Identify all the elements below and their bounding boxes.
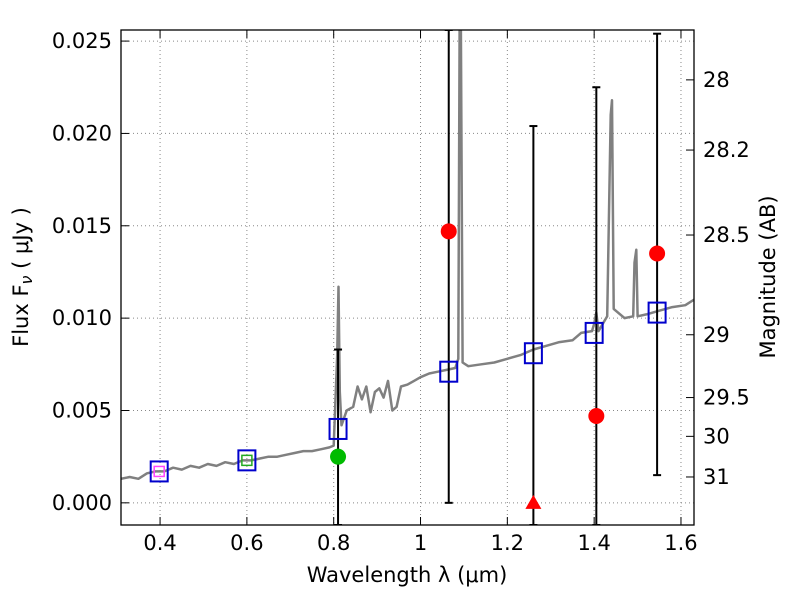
right-tick-label: 30 (703, 424, 730, 448)
right-tick-label: 29.5 (703, 386, 750, 410)
y-axis-label-main: Flux F (9, 284, 33, 346)
y-tick-label: 0.015 (52, 214, 112, 238)
x-axis-ticks: 0.4 0.6 0.8 1 1.2 1.4 1.6 (143, 30, 698, 555)
y-axis-ticks: 0.000 0.005 0.010 0.015 0.020 0.025 (52, 29, 129, 515)
model-square-marker (237, 449, 257, 472)
model-square-marker (584, 321, 604, 344)
axes-frame (120, 29, 695, 526)
right-axis-ticks: 28 28.2 28.5 29 29.5 30 31 (686, 68, 750, 489)
right-tick-label: 28.2 (703, 138, 750, 162)
x-tick-label: 0.6 (230, 531, 263, 555)
right-tick-label: 31 (703, 465, 730, 489)
y-tick-label: 0.010 (52, 306, 112, 330)
right-axis-label: Magnitude (AB) (756, 195, 780, 358)
right-tick-label: 29 (703, 323, 730, 347)
upper-limit-triangle (525, 494, 542, 509)
model-square-marker (523, 342, 543, 365)
flux-circle-marker (588, 408, 605, 425)
marker-series (149, 223, 667, 509)
flux-circle-marker (440, 223, 457, 240)
y-tick-label: 0.000 (52, 491, 112, 515)
model-square-marker (647, 301, 667, 324)
y-axis-label: Flux Fν ( μJy ) (9, 207, 36, 347)
y-tick-label: 0.025 (52, 29, 112, 53)
spectrum-series (121, 30, 694, 481)
inner-marker (241, 454, 253, 467)
x-tick-label: 1.4 (577, 531, 610, 555)
x-axis-label: Wavelength λ (μm) (307, 563, 508, 587)
x-tick-label: 1.6 (664, 531, 697, 555)
x-tick-label: 1 (414, 531, 427, 555)
inner-marker (153, 465, 165, 478)
model-square-marker (328, 417, 348, 440)
x-tick-label: 0.4 (143, 531, 176, 555)
flux-circle-marker (330, 448, 347, 465)
right-tick-label: 28 (703, 68, 730, 92)
plot-area (121, 30, 694, 525)
flux-circle-marker (649, 245, 666, 262)
right-tick-label: 28.5 (703, 223, 750, 247)
y-axis-label-unit: ( μJy ) (9, 207, 33, 275)
model-square-marker (149, 460, 169, 483)
x-tick-label: 0.8 (317, 531, 350, 555)
y-axis-label-sub: ν (17, 275, 36, 284)
x-tick-label: 1.2 (491, 531, 524, 555)
model-square-marker (439, 360, 459, 383)
y-tick-label: 0.020 (52, 121, 112, 145)
spectrum-line (121, 30, 694, 481)
y-tick-label: 0.005 (52, 398, 112, 422)
